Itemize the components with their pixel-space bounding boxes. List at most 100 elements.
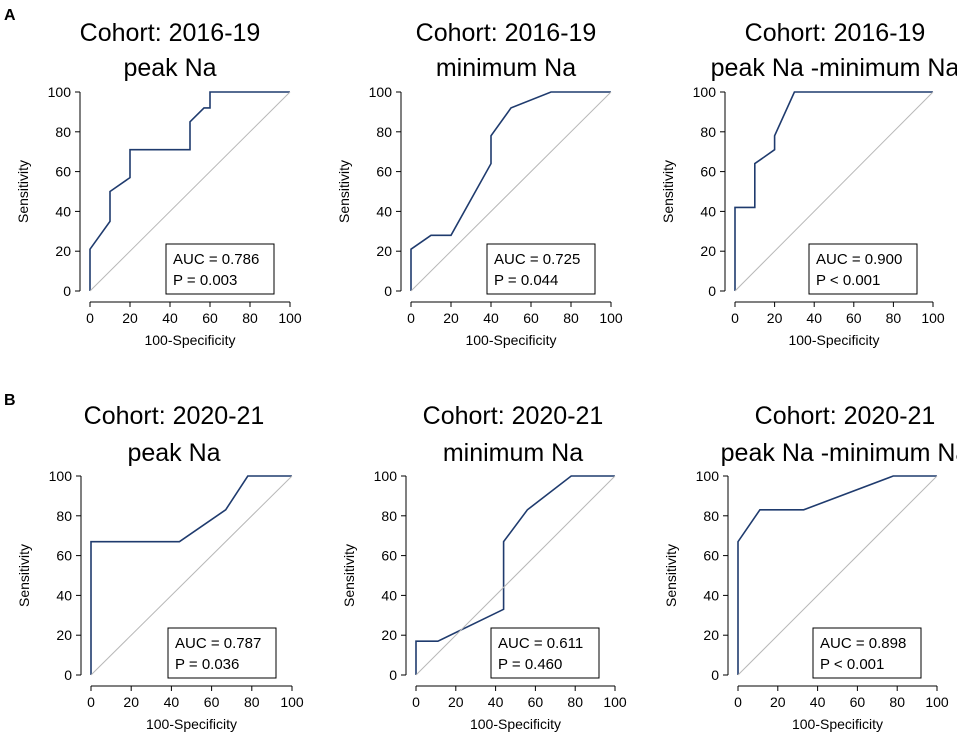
chart-5-x-tick-label-60: 60 <box>528 694 544 710</box>
chart-1-x-tick-label-60: 60 <box>202 310 218 326</box>
chart-5-y-tick-label-80: 80 <box>381 508 397 524</box>
chart-2-p-value-text: P = 0.044 <box>494 272 558 289</box>
chart-2-reference-line <box>410 91 612 292</box>
chart-3-x-tick-label-40: 40 <box>806 310 822 326</box>
chart-6-y-tick-label-80: 80 <box>703 508 719 524</box>
chart-1-reference-line <box>89 91 291 292</box>
chart-5-x-tick-label-80: 80 <box>567 694 583 710</box>
chart-3-x-tick-label-80: 80 <box>886 310 902 326</box>
chart-4-y-tick-label-80: 80 <box>56 508 72 524</box>
chart-5-stats-box <box>490 627 600 679</box>
chart-3-y-tick-label-80: 80 <box>700 124 716 140</box>
chart-2-y-tick-label-40: 40 <box>376 203 392 219</box>
chart-3-y-tick-label-0: 0 <box>708 283 716 299</box>
chart-6-x-axis-label: 100-Specificity <box>792 716 883 732</box>
chart-1-y-tick-label-20: 20 <box>55 243 71 259</box>
chart-6-group: Cohort: 2020-21 peak Na -minimum Na 0 20 40 6… <box>663 402 957 732</box>
chart-1-y-tick-label-80: 80 <box>55 124 71 140</box>
chart-3-stats-box <box>808 243 918 295</box>
chart-3-group: Cohort: 2016-19 peak Na -minimum Na 0 20 40 6… <box>660 19 957 348</box>
chart-2-y-tick-label-20: 20 <box>376 243 392 259</box>
chart-4-roc-curve <box>90 475 292 675</box>
chart-6-x-tick-label-100: 100 <box>925 694 949 710</box>
chart-1-roc-curve <box>89 91 290 291</box>
chart-5-y-tick-label-0: 0 <box>389 667 397 683</box>
chart-3-y-tick-label-40: 40 <box>700 203 716 219</box>
chart-6-x-tick-label-80: 80 <box>889 694 905 710</box>
chart-4-stats-box <box>167 627 277 679</box>
chart-6-roc-curve <box>737 475 937 675</box>
chart-3-x-tick-label-60: 60 <box>846 310 862 326</box>
chart-1-x-tick-label-40: 40 <box>162 310 178 326</box>
chart-6-p-value-text: P < 0.001 <box>820 656 884 673</box>
chart-2-y-tick-label-100: 100 <box>369 84 393 100</box>
chart-3-roc-curve <box>734 91 933 291</box>
chart-4-y-tick-label-40: 40 <box>56 587 72 603</box>
chart-2-y-axis-label: Sensitivity <box>336 160 352 223</box>
chart-4-y-tick-label-0: 0 <box>64 667 72 683</box>
chart-4-auc-text: AUC = 0.787 <box>175 635 261 652</box>
chart-2-auc-text: AUC = 0.725 <box>494 251 580 268</box>
chart-5-y-axis-label: Sensitivity <box>341 544 357 607</box>
chart-2-x-tick-label-80: 80 <box>563 310 579 326</box>
chart-5-roc-curve <box>415 475 615 675</box>
chart-5-reference-line <box>415 475 616 676</box>
chart-1-title-line-2: peak Na <box>123 54 216 82</box>
chart-3-y-tick-label-20: 20 <box>700 243 716 259</box>
chart-5-x-tick-label-100: 100 <box>603 694 627 710</box>
chart-1-title-line-1: Cohort: 2016-19 <box>80 19 261 47</box>
chart-2-group: Cohort: 2016-19 minimum Na 0 20 40 60 80 100 0 20… <box>336 19 623 348</box>
chart-4-p-value-text: P = 0.036 <box>175 656 239 673</box>
chart-2-x-tick-label-40: 40 <box>483 310 499 326</box>
chart-2-x-tick-label-0: 0 <box>407 310 415 326</box>
chart-5-y-tick-label-40: 40 <box>381 587 397 603</box>
chart-5-y-tick-label-20: 20 <box>381 627 397 643</box>
chart-6-x-tick-label-40: 40 <box>810 694 826 710</box>
chart-2-title-line-2: minimum Na <box>436 54 576 82</box>
chart-4-y-tick-label-100: 100 <box>49 468 73 484</box>
chart-4-reference-line <box>90 475 293 676</box>
chart-5-title-line-1: Cohort: 2020-21 <box>423 402 604 430</box>
chart-5-x-tick-label-0: 0 <box>412 694 420 710</box>
chart-3-y-tick-label-100: 100 <box>693 84 717 100</box>
chart-6-y-tick-label-0: 0 <box>711 667 719 683</box>
chart-5-x-tick-label-40: 40 <box>488 694 504 710</box>
panel-label-b: B <box>4 392 16 409</box>
chart-6-x-tick-label-60: 60 <box>850 694 866 710</box>
chart-2-stats-box <box>486 243 596 295</box>
chart-1-x-tick-label-20: 20 <box>122 310 138 326</box>
chart-6-x-tick-label-20: 20 <box>770 694 786 710</box>
chart-6-x-tick-label-0: 0 <box>734 694 742 710</box>
chart-3-title-line-1: Cohort: 2016-19 <box>745 19 926 47</box>
chart-2-x-axis-label: 100-Specificity <box>465 332 556 348</box>
chart-4-y-tick-label-20: 20 <box>56 627 72 643</box>
chart-6-y-tick-label-100: 100 <box>696 468 720 484</box>
chart-2-x-tick-label-60: 60 <box>523 310 539 326</box>
chart-2-x-tick-label-20: 20 <box>443 310 459 326</box>
chart-4-x-tick-label-100: 100 <box>280 694 304 710</box>
chart-1-y-tick-label-100: 100 <box>48 84 72 100</box>
chart-1-x-tick-label-80: 80 <box>242 310 258 326</box>
chart-6-y-axis-label: Sensitivity <box>663 544 679 607</box>
chart-5-y-tick-label-100: 100 <box>374 468 398 484</box>
chart-3-auc-text: AUC = 0.900 <box>816 251 902 268</box>
chart-6-title-line-2: peak Na -minimum Na <box>721 439 957 467</box>
chart-5-p-value-text: P = 0.460 <box>498 656 562 673</box>
chart-4-group: Cohort: 2020-21 peak Na 0 20 40 60 80 100 0 20 40 6… <box>16 402 304 732</box>
chart-4-x-tick-label-20: 20 <box>123 694 139 710</box>
chart-4-x-tick-label-40: 40 <box>164 694 180 710</box>
chart-1-x-axis-label: 100-Specificity <box>144 332 235 348</box>
chart-1-x-tick-label-0: 0 <box>86 310 94 326</box>
chart-4-title-line-2: peak Na <box>127 439 220 467</box>
chart-1-stats-box <box>165 243 275 295</box>
chart-4-y-axis-label: Sensitivity <box>16 544 32 607</box>
chart-3-x-axis-label: 100-Specificity <box>788 332 879 348</box>
chart-5-y-tick-label-60: 60 <box>381 548 397 564</box>
chart-6-auc-text: AUC = 0.898 <box>820 635 906 652</box>
chart-5-x-axis-label: 100-Specificity <box>470 716 561 732</box>
chart-3-reference-line <box>734 91 934 292</box>
chart-3-x-tick-label-20: 20 <box>767 310 783 326</box>
chart-3-x-tick-label-100: 100 <box>921 310 945 326</box>
